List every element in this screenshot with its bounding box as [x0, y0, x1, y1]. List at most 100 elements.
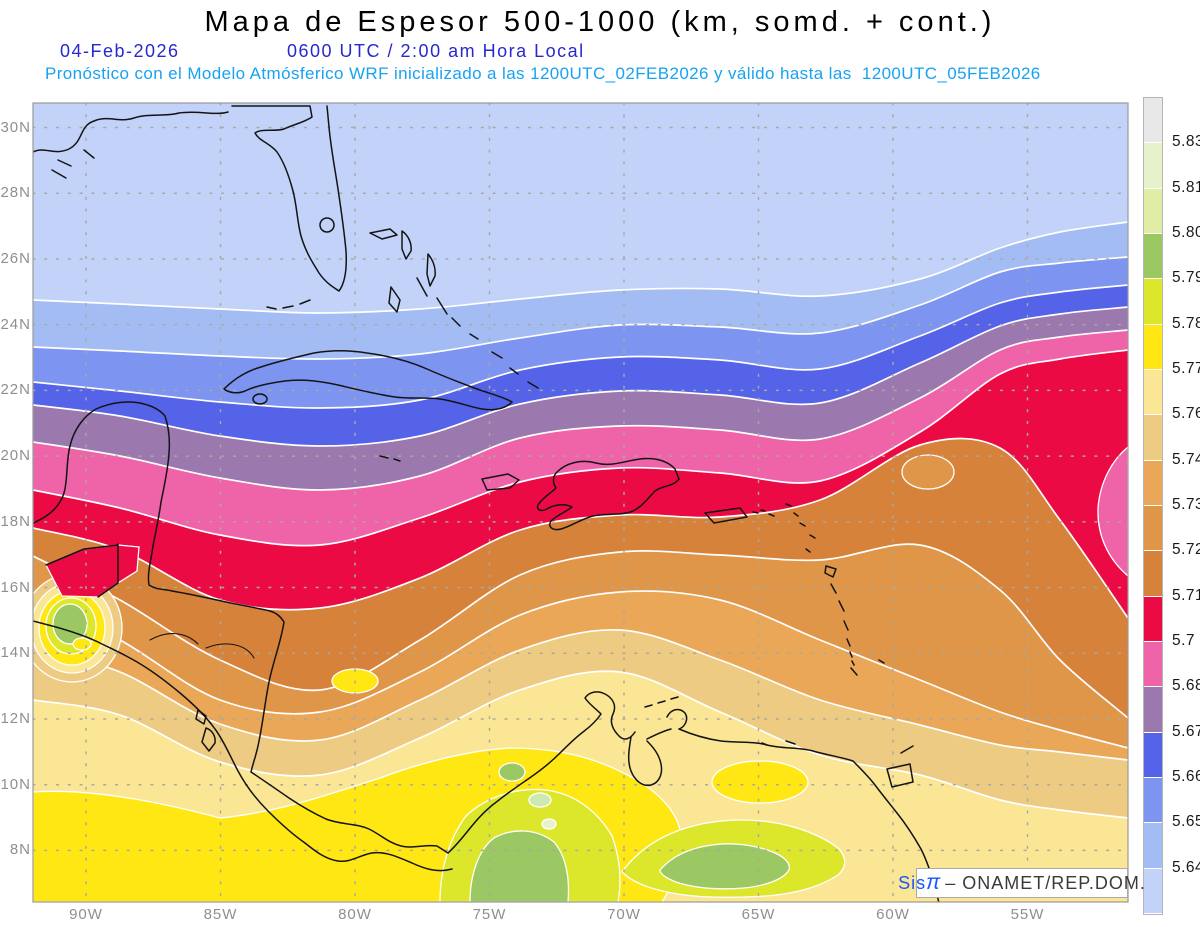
green-panama — [659, 843, 790, 890]
coast-hispaniola — [536, 457, 680, 531]
colorbar-value: 5.76 — [1172, 405, 1200, 423]
coast-cuba — [223, 350, 513, 411]
colorbar-value: 5.64 — [1172, 858, 1200, 876]
colorbar-segment — [1144, 369, 1162, 416]
yellow-spot-venezuela — [711, 760, 809, 804]
lat-label: 10N — [0, 775, 31, 793]
colorbar-value: 5.724 — [1172, 541, 1200, 559]
coast-gulf — [33, 111, 229, 153]
lat-label: 14N — [0, 644, 31, 662]
contour-line — [33, 306, 1128, 447]
bahamas — [369, 228, 539, 389]
coast-puerto-rico — [704, 507, 748, 524]
colorbar-segment — [1144, 596, 1162, 642]
lon-label: 80W — [338, 906, 372, 923]
attribution-org: ONAMET/REP.DOM. — [956, 872, 1146, 893]
pi-logo: π — [926, 871, 942, 894]
colorbar-value: 5.807 — [1172, 224, 1200, 241]
coast-south-america — [447, 691, 940, 902]
guatemala-borders — [45, 543, 119, 598]
lat-label: 20N — [0, 447, 31, 465]
orange-island-contour — [901, 454, 955, 490]
lat-label: 30N — [0, 118, 31, 136]
colorbar-value: 5.772 — [1172, 360, 1200, 377]
green-spot-andes — [498, 762, 526, 782]
lake-okeechobee — [319, 217, 335, 233]
colorbar-value: 5.676 — [1172, 722, 1200, 740]
nicaragua-lakes — [195, 709, 216, 752]
colorbar-segment — [1144, 143, 1162, 189]
contour-line — [33, 590, 1128, 749]
contour-line — [33, 349, 1128, 547]
mint-spot-1 — [528, 792, 552, 808]
lesser-antilles — [785, 503, 885, 676]
colorbar-segment — [1144, 687, 1162, 733]
lon-label: 75W — [472, 906, 507, 923]
contour-line — [33, 670, 1128, 819]
florida-keys — [266, 299, 311, 310]
model-init-line: Pronóstico con el Modelo Atmósferico WRF… — [45, 64, 1041, 83]
colorbar-segment — [1144, 641, 1162, 688]
page-title: Mapa de Espesor 500-1000 (km, somd. + co… — [204, 6, 996, 38]
coast-florida — [231, 105, 347, 292]
colorbar-value: 5.819 — [1172, 178, 1200, 196]
colorbar-segment — [1144, 188, 1162, 234]
attribution-app: Sis — [898, 872, 927, 893]
lon-label: 65W — [741, 906, 776, 923]
abc-islands — [644, 696, 796, 746]
colorbar-segment — [1144, 233, 1162, 280]
colorbar-value: 5.748 — [1172, 450, 1200, 468]
isla-juventud — [252, 393, 268, 405]
contour-line — [33, 543, 1128, 719]
colorbar-segment — [1144, 823, 1162, 869]
lon-label: 90W — [69, 906, 103, 923]
colorbar-segment — [1144, 460, 1162, 506]
attribution-dash: – — [945, 872, 957, 893]
colorbar-segment — [1144, 777, 1162, 824]
colorbar-segment — [1144, 868, 1162, 914]
colorbar-segment — [1144, 505, 1162, 552]
coastlines — [33, 105, 940, 902]
cayman-islands — [379, 455, 401, 462]
coast-trinidad — [886, 745, 914, 788]
colorbar-segment — [1144, 732, 1162, 778]
colorbar-value: 5.831 — [1172, 133, 1200, 151]
contour-line — [33, 284, 1128, 409]
colorbar-value: 5.712 — [1172, 586, 1200, 604]
coast-pacific-central-america — [33, 620, 453, 872]
colorbar-value: 5.688 — [1172, 677, 1200, 695]
colorbar-segment — [1144, 324, 1162, 370]
bullseye-inner-yellow — [72, 637, 92, 651]
honduras-contours — [149, 633, 255, 659]
coast-louisiana-marsh — [51, 149, 95, 179]
contour-line — [33, 221, 1128, 314]
contour-line — [33, 256, 1128, 360]
lon-label: 70W — [607, 906, 641, 923]
map-frame — [32, 102, 1129, 903]
colorbar-value: 5.795 — [1172, 269, 1200, 287]
lat-label: 24N — [0, 315, 31, 333]
forecast-time: 0600 UTC / 2:00 am Hora Local — [287, 41, 585, 61]
lat-label: 22N — [0, 381, 31, 399]
coast-central-america — [33, 401, 449, 854]
colorbar-value: 5.7 — [1172, 632, 1196, 649]
lat-label: 26N — [0, 249, 31, 267]
colorbar-value: 5.652 — [1172, 813, 1200, 831]
lon-label: 85W — [203, 906, 238, 923]
contour-line — [33, 628, 1128, 761]
virgin-islands — [752, 509, 775, 517]
colorbar-segment — [1144, 279, 1162, 325]
colorbar-value: 5.664 — [1172, 768, 1200, 785]
contour-line — [33, 329, 1128, 491]
green-colombia — [469, 830, 570, 902]
lat-label: 8N — [9, 841, 31, 859]
pink-blob-east — [1097, 446, 1128, 577]
forecast-date: 04-Feb-2026 — [60, 41, 180, 61]
colorbar-segment — [1144, 98, 1162, 144]
lat-label: 12N — [0, 709, 31, 727]
lon-label: 60W — [876, 906, 910, 923]
lat-label: 18N — [0, 512, 31, 530]
colorbar-value: 5.783 — [1172, 314, 1200, 332]
